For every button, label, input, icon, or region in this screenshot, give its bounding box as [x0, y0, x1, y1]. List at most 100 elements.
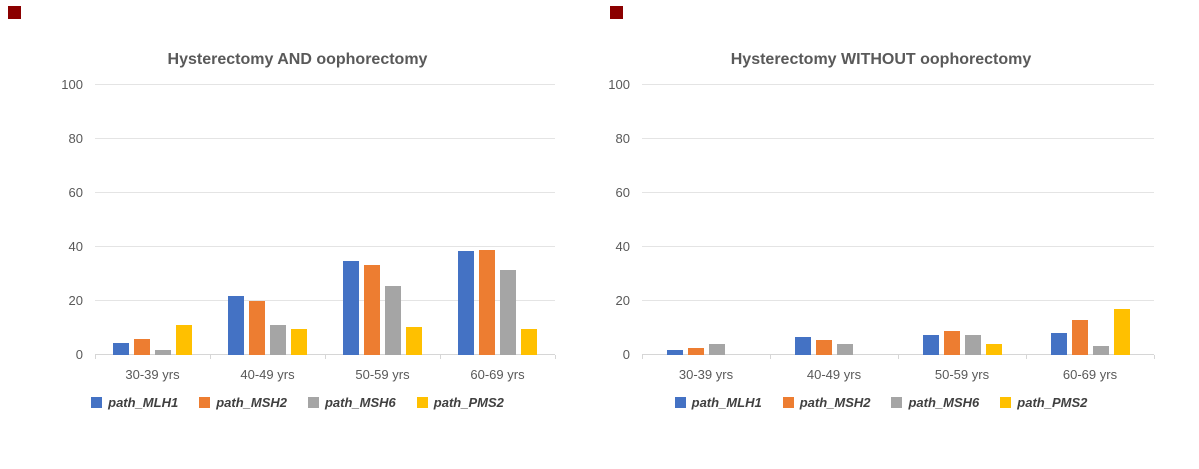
- x-axis-category-label: 50-59 yrs: [934, 367, 990, 382]
- bar-path_MSH2: [479, 249, 495, 355]
- bar-group-50-59-yrs: [898, 85, 1026, 355]
- gridline: [642, 84, 1154, 85]
- legend-item-path_PMS2: path_PMS2: [416, 395, 504, 410]
- legend-swatch-icon: [199, 397, 211, 408]
- bar-path_MLH1: [113, 342, 129, 355]
- bar-path_MLH1: [794, 337, 811, 355]
- chart-title: Hysterectomy AND oophorectomy: [167, 51, 428, 68]
- x-axis-category-label: 30-39 yrs: [678, 367, 734, 382]
- bar-group-50-59-yrs: [325, 85, 440, 355]
- axis-tick: [1026, 355, 1027, 359]
- y-axis-tick-label: 80: [615, 131, 630, 146]
- axis-tick: [95, 355, 96, 359]
- legend-label: path_MLH1: [108, 395, 179, 410]
- bar-path_MSH2: [1071, 319, 1088, 355]
- bar-path_MSH6: [270, 325, 286, 355]
- legend-swatch-icon: [891, 397, 903, 408]
- bar-path_PMS2: [406, 326, 422, 355]
- bar-path_MSH2: [134, 338, 150, 355]
- bar-path_PMS2: [291, 329, 307, 355]
- bar-path_PMS2: [985, 344, 1002, 355]
- plot-area: 0 20 40 60 80 100: [61, 77, 556, 362]
- legend-swatch-icon: [307, 397, 319, 408]
- chart-hysterectomy-and-oophorectomy: Hysterectomy AND oophorectomy 0 20 40 60 80 1…: [40, 38, 556, 438]
- bar-path_MSH6: [964, 334, 981, 355]
- x-axis-category-label: 30-39 yrs: [125, 367, 180, 382]
- legend-item-path_MLH1: path_MLH1: [674, 395, 762, 410]
- gridline: [95, 246, 555, 247]
- x-axis-line: [95, 354, 555, 355]
- bar-group-30-39-yrs: [642, 85, 770, 355]
- bar-path_MLH1: [228, 295, 244, 355]
- gridline: [642, 138, 1154, 139]
- x-axis-category-label: 60-69 yrs: [470, 367, 525, 382]
- y-axis-tick-label: 40: [68, 239, 83, 254]
- red-square-marker-right: [610, 6, 623, 19]
- axis-tick: [898, 355, 899, 359]
- bar-path_MLH1: [458, 251, 474, 355]
- legend-swatch-icon: [91, 397, 103, 408]
- legend-item-path_MLH1: path_MLH1: [91, 395, 178, 410]
- y-axis-tick-label: 0: [75, 347, 83, 362]
- legend: path_MLH1 path_MSH2 path_MSH6 path_PMS2: [40, 395, 555, 410]
- plot-area: 0 20 40 60 80 100: [608, 77, 1155, 362]
- y-axis-tick-label: 60: [615, 185, 630, 200]
- y-axis-tick-label: 0: [622, 347, 630, 362]
- legend-label: path_MSH6: [324, 395, 396, 410]
- legend-item-path_MSH2: path_MSH2: [199, 395, 287, 410]
- chart-hysterectomy-without-oophorectomy: Hysterectomy WITHOUT oophorectomy 0 20 40 6…: [602, 38, 1160, 438]
- bar-group-60-69-yrs: [1026, 85, 1154, 355]
- axis-tick: [642, 355, 643, 359]
- legend-label: path_MSH2: [216, 395, 287, 410]
- chart-title: Hysterectomy WITHOUT oophorectomy: [730, 51, 1032, 68]
- bar-group-40-49-yrs: [210, 85, 325, 355]
- gridline: [95, 138, 555, 139]
- bar-path_MSH2: [364, 264, 380, 355]
- legend-swatch-icon: [674, 397, 686, 408]
- gridline: [642, 300, 1154, 301]
- bar-path_PMS2: [521, 329, 537, 355]
- legend-item-path_MSH2: path_MSH2: [782, 395, 871, 410]
- bar-path_MSH2: [249, 301, 265, 355]
- y-axis-tick-label: 80: [68, 131, 83, 146]
- legend-swatch-icon: [782, 397, 794, 408]
- legend-label: path_MSH2: [799, 395, 871, 410]
- x-axis-category-label: 40-49 yrs: [806, 367, 862, 382]
- legend: path_MLH1 path_MSH2 path_MSH6 path_PMS2: [602, 395, 1160, 410]
- gridline: [642, 246, 1154, 247]
- bar-path_MLH1: [1050, 333, 1067, 355]
- bar-path_MSH2: [815, 340, 832, 355]
- y-axis-tick-label: 20: [68, 293, 83, 308]
- bar-path_MSH6: [500, 269, 516, 355]
- x-axis-category-label: 50-59 yrs: [355, 367, 410, 382]
- bar-path_MSH6: [836, 344, 853, 355]
- y-axis-tick-label: 60: [68, 185, 83, 200]
- bar-path_MSH2: [943, 330, 960, 355]
- bar-path_PMS2: [176, 325, 192, 355]
- axis-tick: [325, 355, 326, 359]
- gridline: [95, 192, 555, 193]
- gridline: [95, 84, 555, 85]
- legend-item-path_PMS2: path_PMS2: [1000, 395, 1087, 410]
- legend-item-path_MSH6: path_MSH6: [891, 395, 979, 410]
- axis-tick: [1154, 355, 1155, 359]
- y-axis-tick-label: 100: [61, 77, 83, 92]
- bar-path_MSH6: [385, 286, 401, 355]
- legend-label: path_PMS2: [1017, 395, 1088, 410]
- x-axis-category-label: 60-69 yrs: [1062, 367, 1118, 382]
- y-axis-tick-label: 100: [608, 77, 630, 92]
- axis-tick: [770, 355, 771, 359]
- legend-label: path_MLH1: [691, 395, 762, 410]
- gridline: [95, 300, 555, 301]
- legend-swatch-icon: [416, 397, 428, 408]
- legend-item-path_MSH6: path_MSH6: [307, 395, 396, 410]
- axis-tick: [210, 355, 211, 359]
- y-axis-tick-label: 40: [615, 239, 630, 254]
- bar-group-40-49-yrs: [770, 85, 898, 355]
- bar-path_MLH1: [666, 349, 683, 355]
- bar-group-60-69-yrs: [440, 85, 555, 355]
- x-axis-labels: 30-39 yrs 40-49 yrs 50-59 yrs 60-69 yrs: [642, 367, 1154, 382]
- red-square-marker-left: [8, 6, 21, 19]
- legend-swatch-icon: [1000, 397, 1012, 408]
